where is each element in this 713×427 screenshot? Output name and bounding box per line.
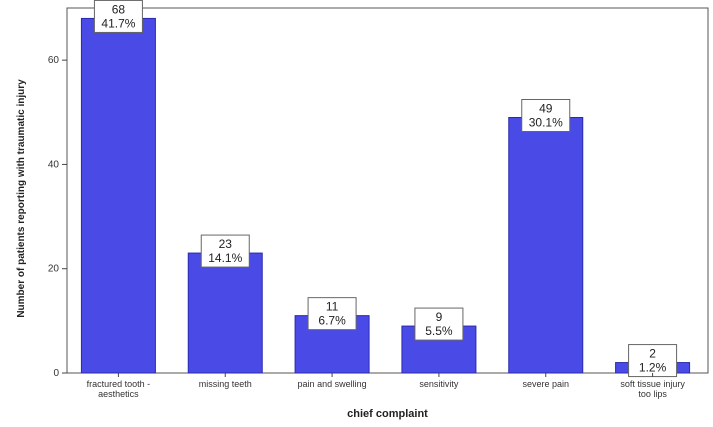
data-label-box [628,344,678,378]
bar [187,252,263,374]
data-label-count: 23 [219,237,233,251]
y-tick-label: 0 [53,368,59,379]
y-axis-title: Number of patients reporting with trauma… [16,79,27,318]
data-label-count: 11 [326,300,339,314]
data-label-count: 49 [539,102,553,116]
y-tick-label: 20 [48,264,60,275]
x-tick-label: missing teeth [199,379,252,389]
x-tick-label: fractured tooth -aesthetics [87,379,151,399]
data-label-percent: 14.1% [208,251,242,265]
x-tick-label: soft tissue injury too lips [620,379,685,399]
data-label-percent: 5.5% [425,324,453,338]
y-tick-label: 60 [48,55,60,66]
bar [508,117,584,374]
data-label-box [521,99,571,132]
data-label-box [414,307,464,341]
data-label-percent: 30.1% [529,116,563,130]
data-label-percent: 6.7% [318,314,346,328]
bar [80,17,156,374]
x-axis-title: chief complaint [347,408,428,420]
data-label-box [307,297,357,331]
x-tick-label: pain and swelling [298,379,367,389]
data-label-count: 68 [112,2,126,16]
x-tick-label: sensitivity [419,379,459,389]
data-label-percent: 1.2% [639,361,667,375]
plot-area [66,7,709,374]
data-label-box [93,0,143,33]
data-label-box [200,234,250,268]
data-label-count: 9 [436,310,443,324]
data-label-count: 2 [649,347,656,361]
x-tick-label: severe pain [522,379,569,389]
y-tick-label: 40 [48,159,60,170]
data-label-percent: 41.7% [101,16,135,30]
